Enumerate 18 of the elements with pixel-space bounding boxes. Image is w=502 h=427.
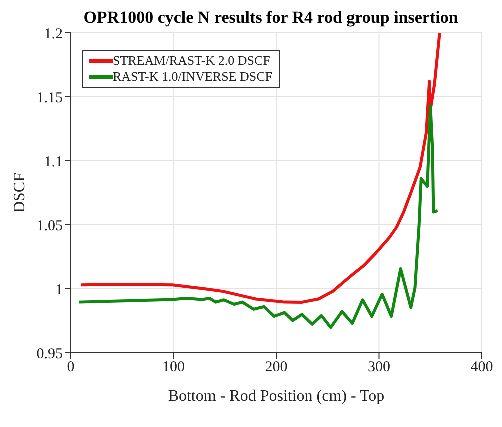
line-series: [80, 33, 442, 304]
y-tick-label: 1.05: [36, 218, 63, 234]
x-axis-title: Bottom - Rod Position (cm) - Top: [168, 388, 385, 405]
y-axis-title: DSCF: [12, 172, 29, 214]
x-tick-label: 100: [162, 360, 185, 376]
y-tick-label: 1.15: [36, 90, 63, 106]
x-tick-label: 200: [265, 360, 288, 376]
x-tick-label: 0: [67, 360, 75, 376]
x-tick-label: 300: [368, 360, 390, 376]
line-series: [78, 104, 440, 330]
y-tick-label: 1: [56, 282, 63, 298]
y-tick-label: 1.1: [44, 154, 63, 170]
x-tick-label: 400: [470, 360, 494, 376]
legend-label: RAST-K 1.0/INVERSE DSCF: [113, 69, 273, 85]
legend-label: STREAM/RAST-K 2.0 DSCF: [113, 53, 270, 69]
y-tick-label: 1.2: [44, 26, 63, 42]
y-tick-label: 0.95: [36, 346, 63, 362]
chart-title: OPR1000 cycle N results for R4 rod group insertion: [82, 8, 460, 28]
